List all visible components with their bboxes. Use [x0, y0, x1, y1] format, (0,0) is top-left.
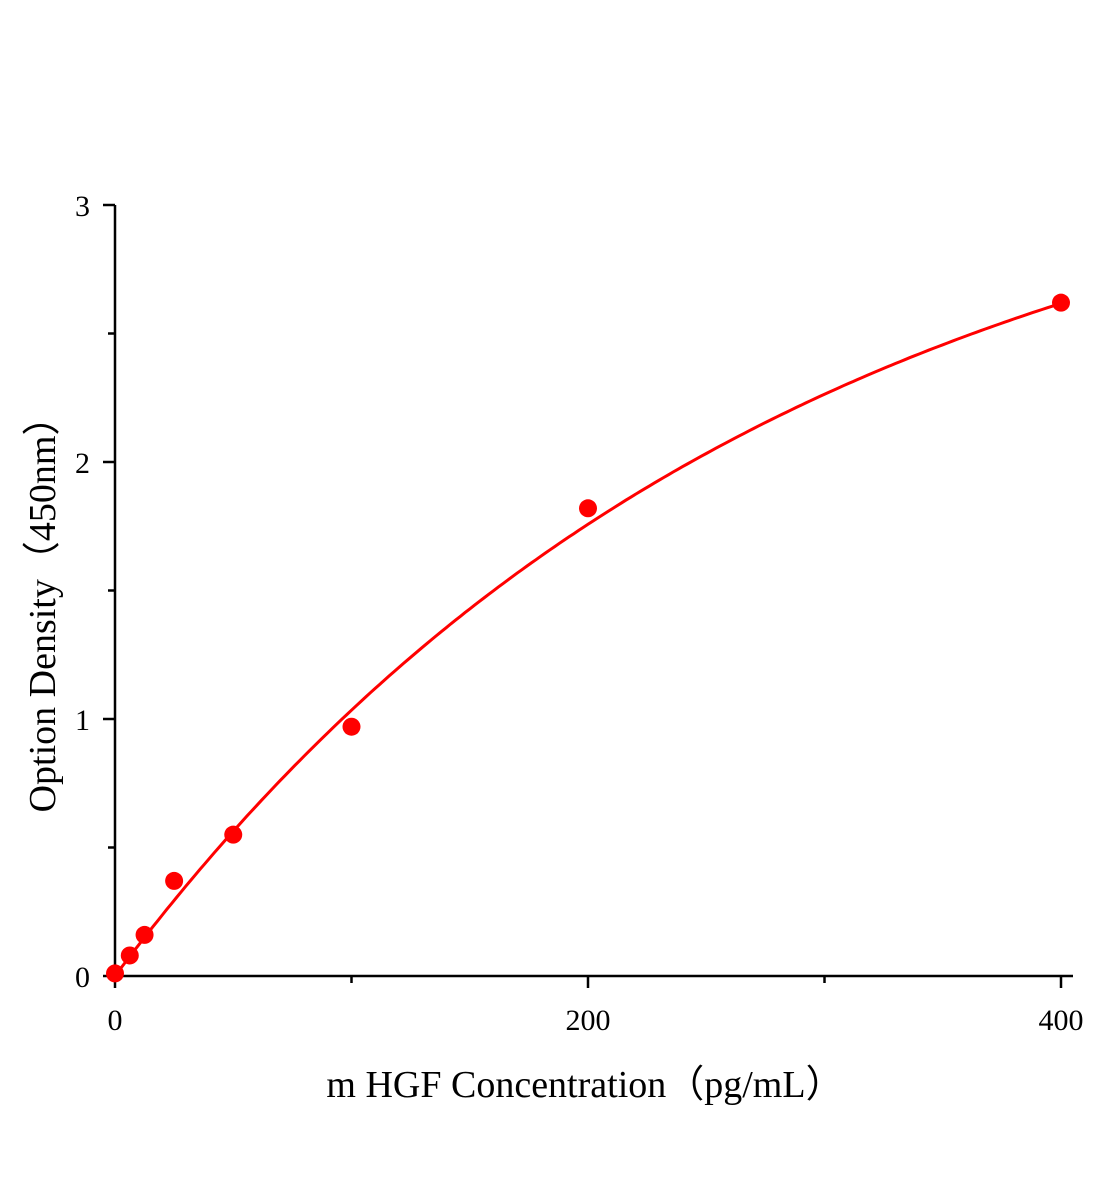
data-point	[135, 925, 154, 944]
x-tick-label: 0	[108, 1004, 123, 1037]
data-point	[224, 825, 243, 844]
data-point	[342, 717, 361, 736]
x-tick-label: 200	[566, 1004, 611, 1037]
data-point	[579, 499, 597, 518]
data-points	[106, 293, 1070, 983]
data-point	[120, 946, 139, 965]
y-tick-label: 3	[75, 190, 90, 223]
fit-curve	[113, 301, 1062, 977]
x-axis-label: m HGF Concentration（pg/mL）	[326, 1064, 843, 1106]
y-axis-label: Option Density（450nm）	[22, 398, 64, 813]
data-point	[165, 871, 184, 890]
x-tick-label: 400	[1039, 1004, 1084, 1037]
data-point	[106, 964, 124, 983]
data-point	[1052, 293, 1070, 312]
y-tick-label: 0	[75, 961, 90, 994]
ticks: 0 200 400 0 1 2 3	[75, 190, 1084, 1037]
y-tick-label: 1	[75, 704, 90, 737]
axes	[113, 205, 1073, 978]
y-tick-label: 2	[75, 447, 90, 480]
